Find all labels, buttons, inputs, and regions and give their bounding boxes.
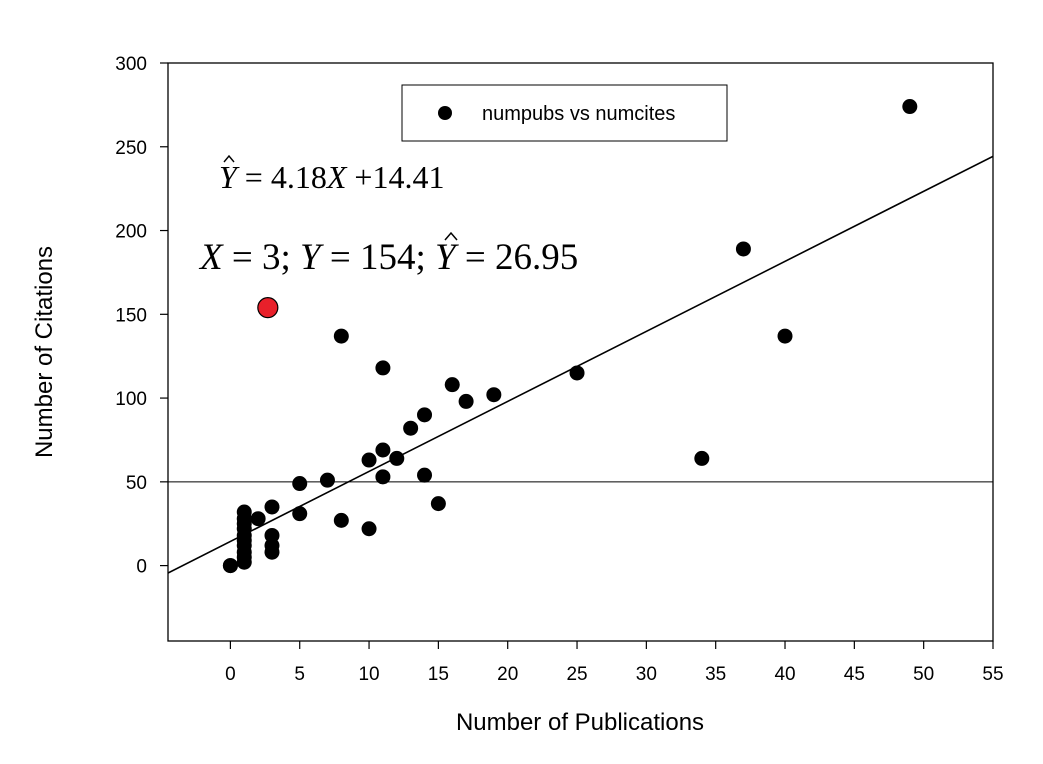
data-point	[569, 365, 585, 381]
highlighted-point	[257, 297, 279, 319]
legend-marker	[438, 106, 452, 120]
point-yhat-symbol: Y	[435, 237, 459, 278]
x-tick-label: 15	[428, 664, 449, 685]
x-tick-label: 0	[225, 664, 236, 685]
plot-frame	[167, 62, 994, 642]
data-point	[292, 506, 308, 522]
x-tick-label: 40	[774, 664, 795, 685]
point-annotation: X = 3; Y = 154; Y = 26.95	[198, 231, 578, 278]
data-point	[444, 377, 460, 393]
x-tick-label: 25	[566, 664, 587, 685]
data-point	[777, 328, 793, 344]
point-yhat-value: = 26.95	[456, 237, 579, 278]
data-point	[250, 511, 266, 527]
data-point	[292, 476, 308, 492]
regression-line	[168, 155, 993, 574]
y-tick-label: 200	[115, 222, 147, 243]
y-tick-label: 100	[115, 389, 147, 410]
data-point	[361, 521, 377, 537]
data-point	[222, 558, 238, 574]
data-point	[486, 387, 502, 403]
equation-slope: = 4.18	[237, 159, 327, 195]
data-point	[902, 99, 918, 115]
x-tick-label: 5	[294, 664, 305, 685]
legend: numpubs vs numcites	[401, 84, 728, 142]
y-axis-title: Number of Citations	[31, 246, 58, 458]
data-point	[694, 450, 710, 466]
plot-layer	[167, 62, 994, 642]
data-point	[389, 450, 405, 466]
data-point	[264, 499, 280, 515]
x-tick-label: 30	[636, 664, 657, 685]
data-point	[458, 393, 474, 409]
x-tick-label: 55	[982, 664, 1003, 685]
data-point	[417, 467, 433, 483]
data-point	[375, 442, 391, 458]
tick-layer: 0 5 10 15 20 25 30 35 40 45 50 55 0 50 100 150 200 250 300	[115, 54, 1003, 685]
data-point	[333, 512, 349, 528]
point-annotation-text: X = 3; Y = 154; Y = 26.95	[198, 237, 578, 278]
data-point	[361, 452, 377, 468]
equation-yhat: Y	[219, 159, 240, 195]
x-tick-label: 10	[358, 664, 379, 685]
data-point	[430, 496, 446, 512]
point-annotation-hat	[444, 231, 458, 241]
y-tick-label: 250	[115, 138, 147, 159]
data-point	[735, 241, 751, 257]
data-point	[236, 504, 252, 520]
x-tick-label: 45	[844, 664, 865, 685]
legend-box	[401, 84, 728, 142]
regression-equation: Y = 4.18X +14.41	[219, 154, 444, 195]
point-x-value: = 3;	[223, 237, 300, 278]
x-axis-title: Number of Publications	[456, 709, 704, 736]
equation-text: Y = 4.18X +14.41	[219, 159, 444, 195]
legend-label: numpubs vs numcites	[482, 103, 675, 125]
data-point	[403, 420, 419, 436]
data-point	[264, 527, 280, 543]
y-tick-label: 0	[136, 557, 147, 578]
equation-hat	[223, 154, 235, 163]
y-tick-label: 150	[115, 305, 147, 326]
equation-intercept: +14.41	[346, 159, 444, 195]
point-y-symbol: Y	[300, 237, 324, 278]
data-point	[417, 407, 433, 423]
y-tick-label: 50	[126, 473, 147, 494]
data-point	[375, 360, 391, 376]
data-point	[375, 469, 391, 485]
data-point	[333, 328, 349, 344]
equation-x: X	[325, 159, 348, 195]
y-tick-label: 300	[115, 54, 147, 75]
x-tick-label: 20	[497, 664, 518, 685]
x-tick-label: 50	[913, 664, 934, 685]
point-y-value: = 154;	[321, 237, 435, 278]
point-x-symbol: X	[198, 237, 224, 278]
x-tick-label: 35	[705, 664, 726, 685]
data-point	[319, 472, 335, 488]
